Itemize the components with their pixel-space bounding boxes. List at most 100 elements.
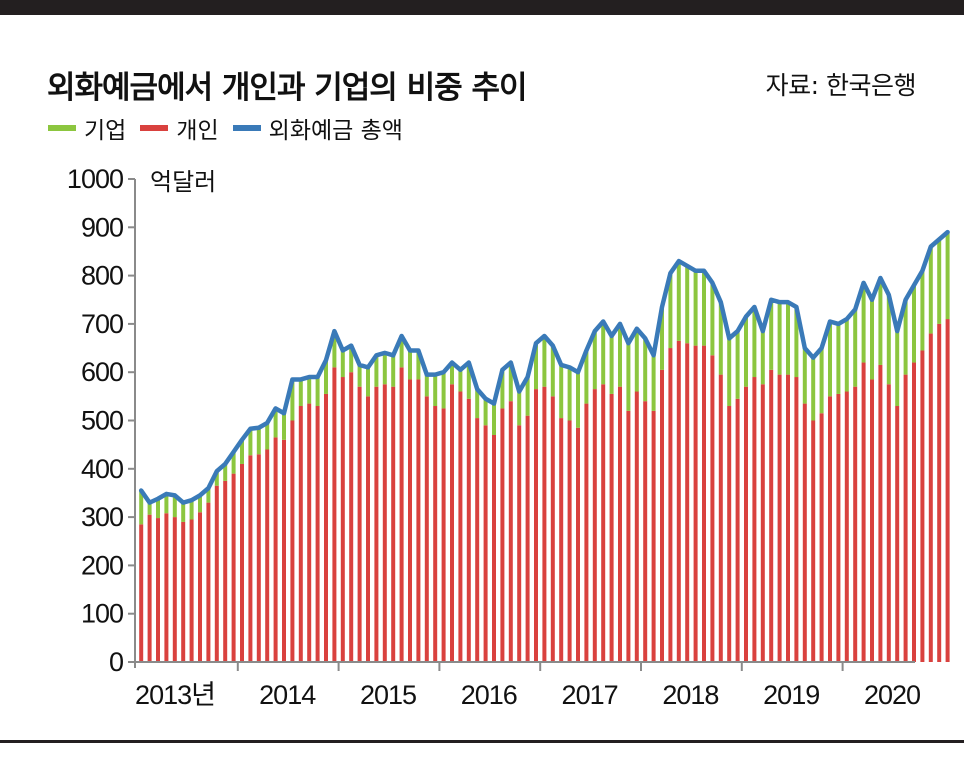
bar-individual (156, 518, 160, 662)
bar-individual (416, 379, 421, 662)
bar-individual (172, 517, 177, 662)
legend-swatch-corporate (48, 125, 76, 131)
bar-corporate (618, 323, 622, 387)
bar-corporate (315, 377, 320, 407)
bar-individual (794, 377, 799, 662)
bar-corporate (937, 239, 942, 324)
legend-label-total: 외화예금 총액 (268, 118, 403, 144)
source-note: 자료: 한국은행 (765, 71, 917, 100)
bar-corporate (433, 374, 438, 407)
bar-individual (240, 463, 244, 662)
bar-corporate (282, 413, 286, 440)
bar-individual (433, 406, 438, 662)
bar-corporate (206, 488, 211, 503)
bar-individual (895, 406, 900, 662)
bar-corporate (374, 355, 379, 387)
bar-corporate (794, 307, 799, 378)
bar-corporate (601, 321, 606, 385)
bar-individual (618, 386, 622, 662)
bar-individual (374, 386, 379, 662)
bar-individual (223, 480, 228, 663)
bar-corporate (500, 369, 505, 409)
legend-label-individual: 개인 (176, 118, 219, 144)
bar-corporate (139, 490, 144, 525)
legend-item-total: 외화예금 총액 (232, 111, 403, 145)
bar-corporate (685, 265, 690, 344)
bar-individual (500, 408, 505, 662)
total-line-group (138, 229, 950, 505)
bar-individual (945, 319, 950, 662)
legend-swatch-individual (140, 125, 169, 131)
bar-individual (886, 384, 891, 662)
y-axis-unit-label: 억달러 (150, 169, 216, 196)
bar-individual (760, 384, 765, 662)
bar-individual (483, 425, 488, 662)
bar-individual (508, 401, 513, 662)
bar-corporate (903, 299, 908, 375)
legend-label-corporate: 기업 (84, 118, 127, 144)
bar-corporate (248, 428, 253, 456)
bottom-rule (0, 740, 964, 743)
bar-corporate (265, 422, 270, 450)
y-tick-label: 700 (81, 309, 123, 339)
bar-individual (660, 369, 664, 662)
x-tick-label: 2018 (662, 680, 718, 710)
bar-corporate (643, 338, 648, 402)
bar-corporate (928, 246, 933, 334)
bar-corporate (592, 331, 597, 390)
bar-individual (139, 524, 144, 662)
bar-corporate (870, 299, 874, 380)
bar-corporate (181, 502, 186, 522)
bar-corporate (307, 377, 312, 404)
bar-individual (164, 513, 169, 662)
bar-corporate (156, 498, 160, 519)
bar-corporate (886, 294, 891, 385)
bar-individual (727, 406, 732, 662)
bar-individual (189, 519, 194, 662)
bar-individual (752, 377, 757, 662)
bar-individual (844, 391, 849, 662)
bar-individual (307, 403, 312, 662)
y-tick-label: 600 (81, 357, 123, 387)
x-tick-label: 2017 (562, 680, 618, 710)
y-tick-label: 300 (81, 502, 123, 532)
legend-swatch-total (232, 125, 261, 131)
bar-individual (643, 401, 648, 662)
bar-corporate (651, 355, 656, 411)
bar-individual (550, 396, 555, 662)
bar-corporate (508, 362, 513, 402)
bar-corporate (660, 307, 664, 370)
bar-individual (576, 427, 580, 662)
bar-individual (853, 386, 858, 662)
bar-individual (340, 377, 345, 662)
bar-corporate (626, 343, 631, 411)
x-tick-label: 2016 (461, 680, 517, 710)
bar-corporate (744, 316, 748, 387)
bar-corporate (198, 495, 202, 513)
bar-individual (634, 391, 639, 662)
bar-individual (651, 410, 656, 662)
bar-individual (147, 514, 152, 662)
bar-corporate (466, 362, 471, 399)
bar-corporate (273, 408, 278, 438)
total-line (138, 229, 950, 505)
bar-corporate (534, 343, 538, 390)
bar-corporate (340, 350, 345, 378)
bars-group (139, 232, 950, 663)
bar-corporate (819, 348, 824, 414)
bar-corporate (559, 364, 564, 419)
bar-corporate (332, 331, 337, 368)
bar-individual (777, 374, 782, 662)
bar-corporate (550, 345, 555, 397)
y-tick-label: 0 (109, 647, 123, 677)
bar-individual (836, 393, 841, 662)
bar-corporate (844, 319, 849, 392)
bar-individual (609, 393, 614, 662)
bar-corporate (357, 364, 362, 387)
bar-individual (399, 367, 404, 662)
y-tick-label: 200 (81, 550, 123, 580)
bar-individual (231, 473, 236, 662)
x-tick-label: 2019 (763, 680, 819, 710)
bar-individual (248, 455, 253, 662)
bar-corporate (542, 335, 547, 387)
